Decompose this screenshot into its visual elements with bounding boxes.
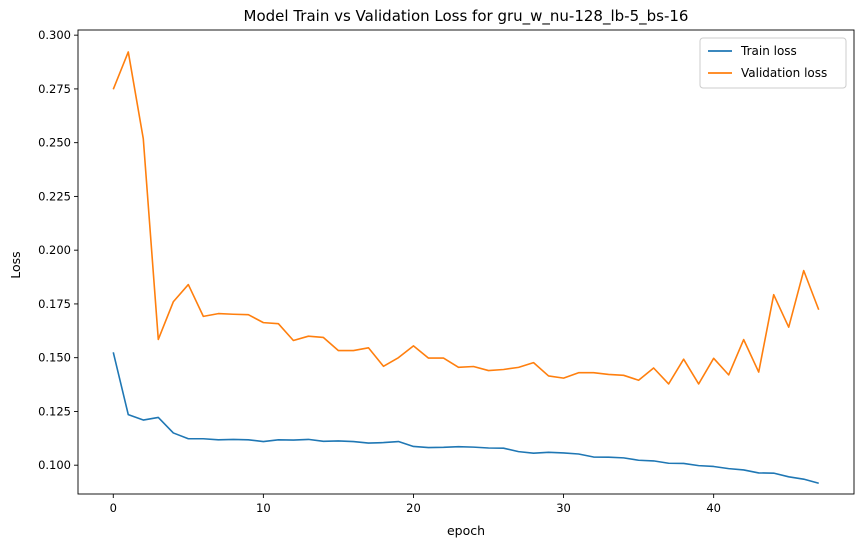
y-axis-label: Loss (8, 251, 23, 278)
y-tick-label: 0.300 (38, 28, 71, 42)
x-tick-label: 40 (706, 501, 721, 515)
plot-area (77, 29, 855, 495)
y-axis-ticks: 0.100 0.125 0.150 0.175 0.200 0.225 0.250 0.275… (38, 28, 78, 472)
x-tick-label: 10 (256, 501, 271, 515)
x-axis-ticks: 0 10 20 30 40 (110, 494, 721, 515)
y-tick-label: 0.175 (38, 297, 71, 311)
y-tick-label: 0.125 (38, 404, 71, 418)
x-tick-label: 30 (556, 501, 571, 515)
series-line-train-loss (112, 352, 819, 485)
chart-title: Model Train vs Validation Loss for gru_w… (244, 7, 689, 26)
legend-label-validation-loss: Validation loss (741, 66, 827, 80)
x-axis-label: epoch (447, 523, 485, 538)
legend-box (699, 37, 847, 89)
y-tick-label: 0.225 (38, 189, 71, 203)
legend: Train loss Validation loss (699, 37, 847, 89)
y-tick-label: 0.100 (38, 458, 71, 472)
y-tick-label: 0.275 (38, 82, 71, 96)
series-line-validation-loss (112, 51, 820, 385)
x-tick-label: 0 (110, 501, 117, 515)
y-tick-label: 0.200 (38, 243, 71, 257)
y-tick-label: 0.250 (38, 136, 71, 150)
x-tick-label: 20 (406, 501, 421, 515)
y-tick-label: 0.150 (38, 351, 71, 365)
plot-frame (77, 29, 855, 495)
legend-label-train-loss: Train loss (740, 44, 797, 58)
